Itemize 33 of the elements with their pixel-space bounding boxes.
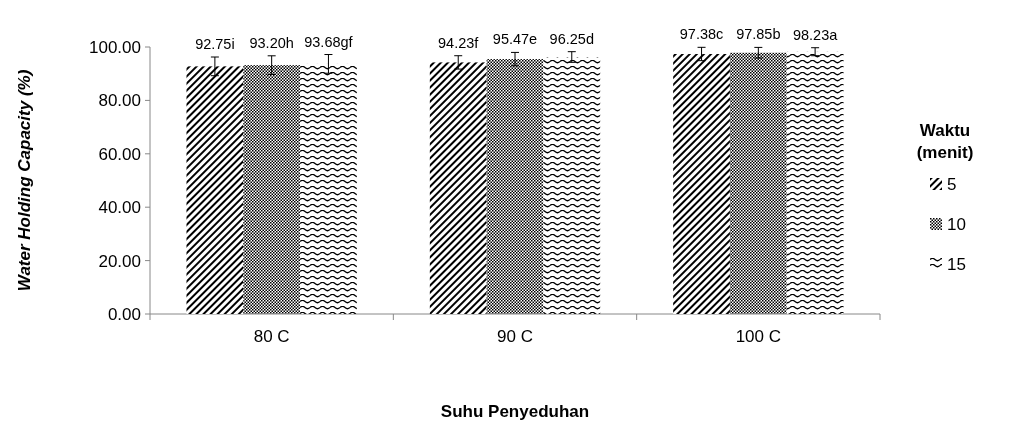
x-tick-label: 80 C <box>253 327 290 346</box>
x-tick-label: 100 C <box>735 327 782 346</box>
legend-label: 15 <box>947 254 966 274</box>
data-label: 93.20h <box>249 34 294 51</box>
data-label: 94.23f <box>438 34 480 51</box>
bar <box>429 62 487 314</box>
data-label: 97.85b <box>736 26 781 43</box>
bar <box>673 54 730 314</box>
data-label: 98.23a <box>792 26 839 43</box>
data-label: 96.25d <box>549 30 594 47</box>
data-label: 97.38c <box>679 26 724 43</box>
legend-title: Waktu (menit) <box>916 121 974 162</box>
bar <box>243 65 301 314</box>
y-tick-label: 40.00 <box>98 198 141 218</box>
legend-label: 5 <box>947 174 957 194</box>
data-label: 95.47e <box>492 31 538 48</box>
y-tick-label: 20.00 <box>98 251 141 271</box>
y-tick-label: 100.00 <box>89 37 141 57</box>
bar <box>543 57 601 314</box>
y-tick-label: 60.00 <box>98 144 141 164</box>
y-axis-title: Water Holding Capacity (%) <box>15 69 34 292</box>
x-axis-title: Suhu Penyeduhan <box>440 402 590 421</box>
data-label: 92.75i <box>195 36 235 53</box>
data-label: 93.68gf <box>304 33 354 50</box>
bar <box>729 52 787 314</box>
bar <box>186 66 244 314</box>
x-tick-label: 90 C <box>497 327 533 346</box>
bar <box>486 59 544 314</box>
y-tick-label: 0.00 <box>107 304 141 324</box>
legend-label: 10 <box>947 214 966 234</box>
bar <box>300 63 357 314</box>
bar <box>786 51 844 314</box>
y-tick-label: 80.00 <box>98 91 141 111</box>
